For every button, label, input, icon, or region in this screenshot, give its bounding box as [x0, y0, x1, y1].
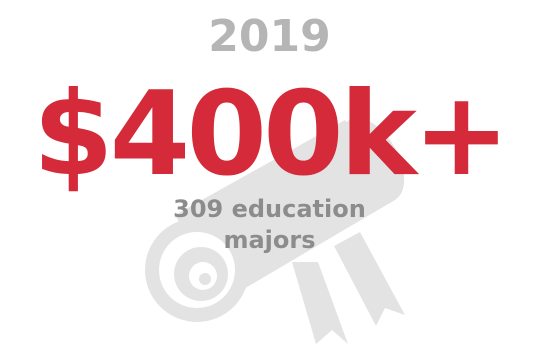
- caption-line-2: majors: [223, 226, 316, 254]
- caption-line-1: 309 education: [173, 195, 366, 223]
- caption: 309 education majors: [0, 194, 539, 256]
- year-label: 2019: [208, 11, 331, 62]
- amount-figure: $400k+: [32, 67, 510, 202]
